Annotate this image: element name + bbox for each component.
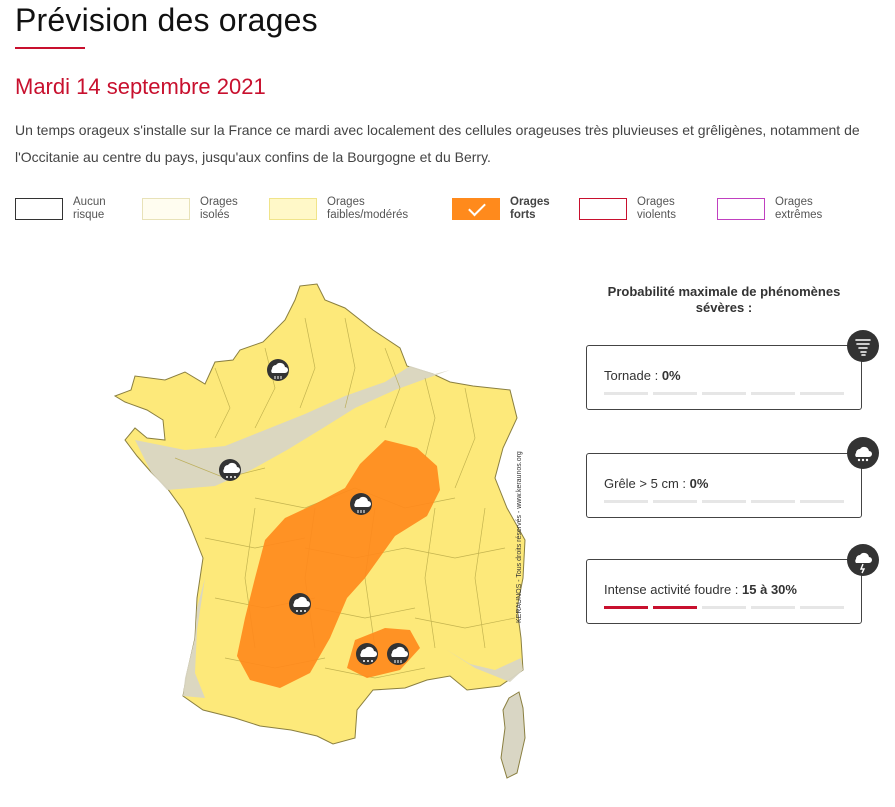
legend-label: Orages forts <box>510 196 550 221</box>
legend-swatch <box>269 198 317 220</box>
probability-card-tornado: Tornade : 0% <box>586 345 862 410</box>
isolated-zone-north <box>135 366 450 490</box>
rain-icon <box>350 493 372 515</box>
hail-icon <box>289 593 311 615</box>
rain-icon <box>267 359 289 381</box>
forecast-description: Un temps orageux s'installe sur la Franc… <box>15 122 860 165</box>
isolated-zone-southeast <box>447 650 523 682</box>
probability-card-hail: Grêle > 5 cm : 0% <box>586 453 862 518</box>
legend-label: Orages isolés <box>200 196 238 221</box>
map-watermark: KERAUNOS - Tous droits réservés - www.ke… <box>516 451 523 623</box>
hail-icon <box>847 437 879 469</box>
legend-label: Orages extrêmes <box>775 196 823 221</box>
hail-icon <box>219 459 241 481</box>
isolated-zone-southwest <box>183 578 205 698</box>
probability-label: Intense activité foudre : 15 à 30% <box>604 582 797 597</box>
legend-swatch <box>717 198 765 220</box>
legend-label: Aucun risque <box>73 196 106 221</box>
page-title: Prévision des orages <box>15 2 318 38</box>
strong-storm-zone-southeast <box>347 628 420 678</box>
probability-label: Tornade : 0% <box>604 368 681 383</box>
rain-icon <box>387 643 409 665</box>
probabilities-title: Probabilité maximale de phénomènes sévère… <box>607 284 841 315</box>
checkmark-icon <box>468 198 486 217</box>
tornado-icon <box>847 330 879 362</box>
lightning-icon <box>847 544 879 576</box>
rain-icon <box>356 643 378 665</box>
legend-label: Orages faibles/modérés <box>327 196 409 221</box>
corsica <box>500 691 526 779</box>
title-underline <box>15 47 85 49</box>
probability-card-lightning: Intense activité foudre : 15 à 30% <box>586 559 862 624</box>
france-storm-map: KERAUNOS - Tous droits réservés - www.ke… <box>55 278 535 788</box>
legend-swatch-selected <box>452 198 500 220</box>
risk-legend: Aucun risque Orages isolés Orages faibles/m… <box>0 196 895 226</box>
strong-storm-zone-main <box>237 440 440 688</box>
legend-swatch <box>15 198 63 220</box>
forecast-date: Mardi 14 septembre 2021 <box>15 74 266 99</box>
legend-swatch <box>579 198 627 220</box>
legend-label: Orages violents <box>637 196 676 221</box>
legend-swatch <box>142 198 190 220</box>
probability-label: Grêle > 5 cm : 0% <box>604 476 709 491</box>
